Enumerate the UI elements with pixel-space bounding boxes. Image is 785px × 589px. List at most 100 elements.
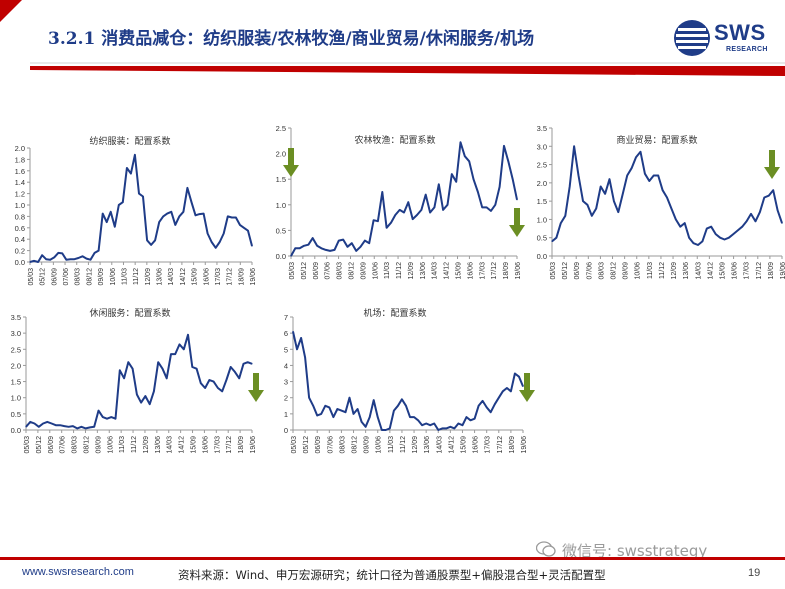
data-point <box>41 254 43 256</box>
data-point <box>457 422 459 425</box>
x-tick-label: 14/12 <box>179 436 186 454</box>
data-point <box>377 416 379 418</box>
data-point <box>154 239 156 241</box>
data-point <box>490 411 492 413</box>
data-point <box>352 413 355 415</box>
x-tick-label: 19/06 <box>780 262 785 280</box>
data-point <box>582 200 584 202</box>
y-tick-label: 1 <box>284 410 288 419</box>
data-point <box>53 256 55 258</box>
data-point <box>622 193 624 195</box>
data-point <box>162 215 164 217</box>
header-corner-triangle <box>0 0 22 22</box>
x-tick-label: 07/06 <box>586 262 593 280</box>
data-point <box>600 185 602 188</box>
x-tick-label: 08/12 <box>611 262 618 280</box>
x-tick-label: 13/06 <box>420 262 427 280</box>
header-decoration <box>0 0 785 76</box>
data-point <box>110 416 112 418</box>
data-point <box>369 416 371 418</box>
x-tick-label: 11/12 <box>396 262 403 279</box>
data-point <box>89 259 92 261</box>
data-point <box>208 379 210 381</box>
x-tick-label: 10/06 <box>376 436 383 454</box>
x-tick-label: 08/12 <box>86 268 93 286</box>
y-tick-label: 2.5 <box>11 345 21 354</box>
data-point <box>29 261 31 263</box>
data-point <box>166 377 168 379</box>
data-point <box>320 413 322 415</box>
down-arrow-right-head <box>509 225 525 237</box>
data-point <box>94 252 96 254</box>
down-arrow-left-shaft <box>288 148 294 166</box>
data-point <box>194 214 197 216</box>
data-point <box>127 361 129 363</box>
data-point <box>573 145 575 147</box>
globe-icon <box>674 20 710 56</box>
y-tick-label: 0.0 <box>11 426 21 435</box>
data-point <box>324 405 326 407</box>
y-tick-label: 7 <box>284 313 288 322</box>
x-tick-label: 16/06 <box>473 436 480 454</box>
data-point <box>377 220 379 222</box>
chart-leisure-svg: 0.0 0.5 1.0 1.5 2.0 2.5 3.0 3.5 05/03 05/12 06/09 0… <box>11 307 264 454</box>
data-point <box>510 390 512 392</box>
page-title: 3.2.1 消费品减仓：纺织服装/农林牧渔/商业贸易/休闲服务/机场 <box>48 29 535 49</box>
footer-url[interactable]: www.swsresearch.com <box>22 566 134 578</box>
down-arrow-right-shaft <box>769 150 775 168</box>
data-point <box>102 416 104 418</box>
data-point <box>399 209 401 211</box>
wechat-watermark: 微信号: swsstrategy <box>562 542 708 560</box>
x-tick-label: 14/12 <box>448 436 455 454</box>
data-point <box>308 397 310 399</box>
chart-airport: 0 1 2 3 4 5 6 7 05/03 05/12 06/09 07/06 08/03 08/12 09… <box>265 297 535 467</box>
data-point <box>329 250 331 252</box>
y-tick-label: 0.2 <box>15 247 25 256</box>
data-point <box>76 427 78 429</box>
data-point <box>368 242 370 244</box>
data-point <box>403 211 405 214</box>
x-tick-label: 09/09 <box>360 262 367 280</box>
data-point <box>737 229 739 231</box>
data-point <box>150 244 152 246</box>
data-point <box>781 222 783 224</box>
data-point <box>416 214 418 216</box>
data-point <box>191 366 193 368</box>
data-point <box>763 196 765 199</box>
x-tick-label: 15/09 <box>192 268 199 286</box>
data-point <box>80 426 82 428</box>
data-point <box>438 183 440 185</box>
data-point <box>332 416 334 418</box>
data-point <box>49 259 51 261</box>
x-tick-label: 17/12 <box>226 436 233 454</box>
sws-logo: SWS RESEARCH <box>672 16 782 60</box>
data-point <box>586 204 588 206</box>
data-point <box>187 334 189 336</box>
data-point <box>336 408 338 410</box>
x-tick-label: 11/12 <box>133 268 140 285</box>
x-tick-label: 05/12 <box>40 268 47 286</box>
data-point <box>106 221 108 223</box>
data-point <box>697 244 699 246</box>
x-tick-label: 06/09 <box>48 436 55 454</box>
x-tick-label: 12/09 <box>145 268 152 286</box>
data-point <box>170 211 172 213</box>
data-point <box>69 258 71 260</box>
data-point <box>494 403 496 405</box>
data-point <box>461 424 464 426</box>
data-point <box>657 174 659 177</box>
chart-airport-svg: 0 1 2 3 4 5 6 7 05/03 05/12 06/09 07/06 08/03 08/12 09… <box>284 307 535 454</box>
x-tick-label: 07/06 <box>60 436 67 454</box>
data-point <box>225 379 227 381</box>
series-line <box>292 331 524 431</box>
data-point <box>644 173 646 175</box>
x-tick-label: 18/09 <box>503 262 510 280</box>
x-tick-label: 08/12 <box>83 436 90 454</box>
data-point <box>146 239 148 241</box>
data-point <box>174 224 176 226</box>
down-arrow-right <box>764 150 780 179</box>
data-point <box>477 191 479 193</box>
data-point <box>219 241 221 243</box>
data-point <box>348 397 351 399</box>
header-red-band <box>30 66 785 76</box>
